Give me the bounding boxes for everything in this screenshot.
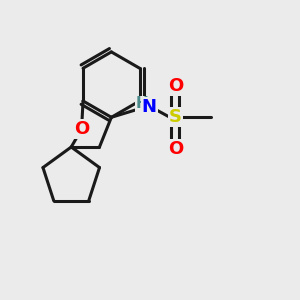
Text: O: O — [74, 120, 89, 138]
Text: H: H — [136, 96, 148, 111]
Text: N: N — [142, 98, 157, 116]
Text: S: S — [169, 108, 182, 126]
Text: O: O — [168, 140, 183, 158]
Text: O: O — [168, 77, 183, 95]
